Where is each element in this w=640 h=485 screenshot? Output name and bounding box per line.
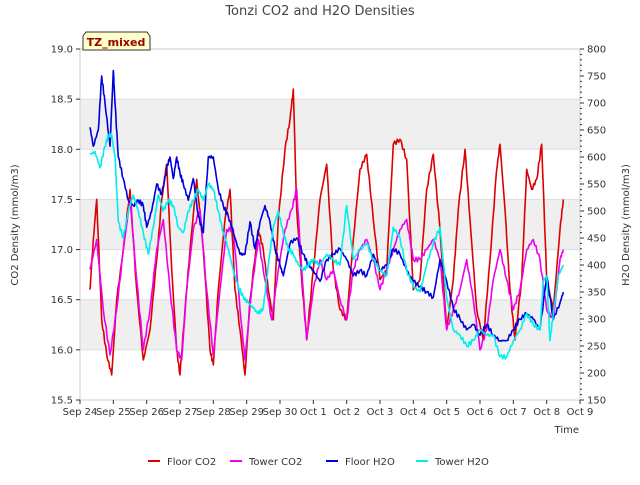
legend-label: Tower CO2 <box>248 457 302 468</box>
y-axis-left-label: CO2 Density (mmol/m3) <box>10 164 21 285</box>
y-left-tick-label: 17.5 <box>51 195 73 206</box>
y-left-tick-label: 18.5 <box>51 95 73 106</box>
x-tick-label: Oct 2 <box>333 407 360 418</box>
grid-band <box>80 49 580 100</box>
y-right-tick-label: 250 <box>587 342 606 353</box>
y-right-tick-label: 500 <box>587 207 606 218</box>
y-left-tick-label: 15.5 <box>51 396 73 407</box>
x-tick-label: Sep 25 <box>96 407 131 418</box>
y-right-tick-label: 200 <box>587 369 606 380</box>
y-right-tick-label: 400 <box>587 261 606 272</box>
y-left-tick-label: 19.0 <box>51 45 73 56</box>
series-layer <box>89 69 565 376</box>
y-left-tick-label: 16.5 <box>51 295 73 306</box>
y-left-tick-label: 16.0 <box>51 345 73 356</box>
y-right-tick-label: 800 <box>587 45 606 56</box>
grid-band <box>80 349 580 400</box>
y-axis-right-label: H2O Density (mmol/m3) <box>621 164 632 286</box>
y-right-tick-label: 450 <box>587 234 606 245</box>
grid-band <box>80 99 580 150</box>
legend-label: Tower H2O <box>434 457 489 468</box>
series-line-floor-h2o <box>89 69 565 342</box>
y-right-tick-label: 550 <box>587 180 606 191</box>
x-tick-label: Oct 4 <box>400 407 427 418</box>
x-axis-label: Time <box>554 425 579 436</box>
plot-frame <box>79 48 581 401</box>
y-axis-right: 150 200 250 300 350 400 450 500 550 600 650 700 750 8… <box>580 45 606 407</box>
legend-label: Floor H2O <box>345 457 395 468</box>
y-left-tick-label: 18.0 <box>51 145 73 156</box>
x-tick-label: Oct 8 <box>533 407 560 418</box>
x-tick-label: Sep 29 <box>229 407 264 418</box>
x-tick-label: Oct 5 <box>433 407 460 418</box>
legend-label: Floor CO2 <box>167 457 216 468</box>
y-right-tick-label: 650 <box>587 126 606 137</box>
site-badge-text: TZ_mixed <box>87 36 146 49</box>
x-tick-label: Sep 26 <box>129 407 164 418</box>
legend: Floor CO2 Tower CO2 Floor H2O Tower H2O <box>148 457 489 468</box>
y-right-tick-label: 700 <box>587 99 606 110</box>
x-tick-label: Sep 24 <box>63 407 98 418</box>
y-right-tick-label: 750 <box>587 72 606 83</box>
x-tick-label: Sep 28 <box>196 407 231 418</box>
x-tick-label: Oct 9 <box>567 407 594 418</box>
y-right-tick-label: 150 <box>587 396 606 407</box>
grid-band <box>80 299 580 350</box>
x-tick-label: Oct 6 <box>467 407 494 418</box>
site-badge-box <box>82 31 151 51</box>
x-tick-label: Oct 7 <box>500 407 527 418</box>
x-tick-label: Oct 3 <box>367 407 394 418</box>
x-tick-label: Oct 1 <box>300 407 327 418</box>
y-right-tick-label: 300 <box>587 315 606 326</box>
y-left-tick-label: 17.0 <box>51 245 73 256</box>
chart-title: Tonzi CO2 and H2O Densities <box>224 4 415 19</box>
series-line-tower-h2o <box>89 132 565 360</box>
x-tick-label: Sep 30 <box>263 407 298 418</box>
y-axis-left: 15.5 16.0 16.5 17.0 17.5 18.0 18.5 19.0 <box>51 45 80 407</box>
y-right-tick-label: 350 <box>587 288 606 299</box>
y-right-tick-label: 600 <box>587 153 606 164</box>
site-badge: TZ_mixed <box>82 31 151 51</box>
x-tick-label: Sep 27 <box>163 407 198 418</box>
